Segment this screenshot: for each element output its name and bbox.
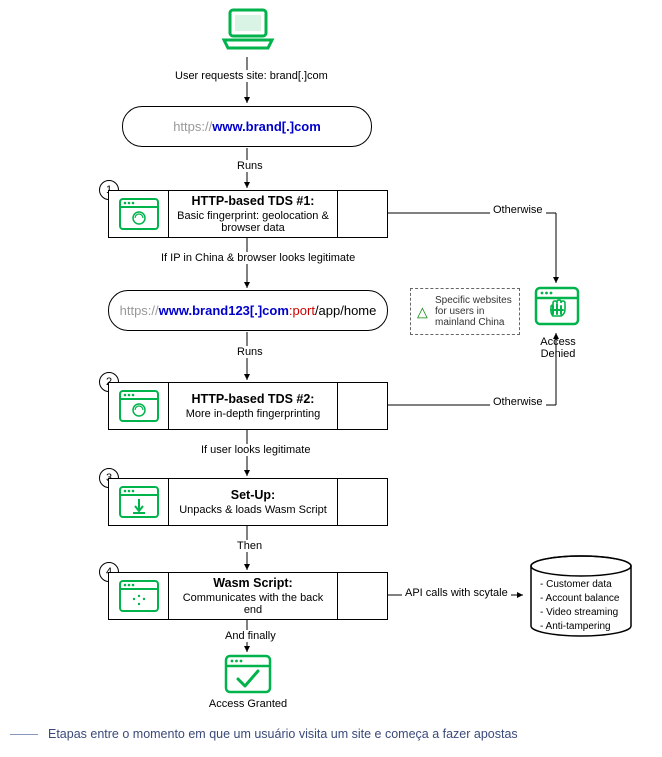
- stage-4-sub: Communicates with the back end: [177, 592, 329, 616]
- stage-2-icon-cell: [109, 383, 169, 429]
- stage-1-right: [337, 191, 387, 237]
- stage-1-title: HTTP-based TDS #1:: [177, 194, 329, 208]
- browser-fingerprint-icon: [118, 197, 160, 231]
- stage-3-title: Set-Up:: [177, 488, 329, 502]
- access-denied-icon: [534, 286, 580, 331]
- db-item-1: - Account balance: [540, 592, 620, 606]
- caption-text: Etapas entre o momento em que um usuário…: [48, 727, 518, 741]
- url2-port: :port: [289, 303, 315, 318]
- edge-label-otherwise-1: Otherwise: [490, 204, 546, 216]
- stage-4-icon-cell: [109, 573, 169, 619]
- url2-path: /app/home: [315, 303, 376, 318]
- warning-icon: △: [417, 303, 428, 320]
- caption-dash-icon: [10, 734, 38, 735]
- stage-3-right: [337, 479, 387, 525]
- browser-loading-icon: [118, 579, 160, 613]
- url1-main: www.brand[.]com: [212, 119, 321, 134]
- stage-1-sub: Basic fingerprint: geolocation & browser…: [177, 210, 329, 234]
- db-item-2: - Video streaming: [540, 606, 620, 620]
- laptop-icon: [220, 6, 276, 57]
- browser-fingerprint-icon: [118, 389, 160, 423]
- db-item-3: - Anti-tampering: [540, 620, 620, 634]
- edge-label-request: User requests site: brand[.]com: [172, 70, 331, 82]
- url-box-2: https://www.brand123[.]com:port/app/home: [108, 290, 388, 331]
- browser-download-icon: [118, 485, 160, 519]
- stage-4-title: Wasm Script:: [177, 576, 329, 590]
- flowchart-diagram: User requests site: brand[.]com https://…: [0, 0, 662, 715]
- edge-label-runs-1: Runs: [234, 160, 266, 172]
- stage-2-right: [337, 383, 387, 429]
- stage-3-icon-cell: [109, 479, 169, 525]
- edge-label-api: API calls with scytale: [402, 587, 511, 599]
- edge-label-runs-2: Runs: [234, 346, 266, 358]
- stage-2-title: HTTP-based TDS #2:: [177, 392, 329, 406]
- url-box-1: https://www.brand[.]com: [122, 106, 372, 147]
- access-granted-label: Access Granted: [208, 698, 288, 710]
- edge-label-ifchina: If IP in China & browser looks legitimat…: [158, 252, 358, 264]
- edge-label-legit: If user looks legitimate: [198, 444, 313, 456]
- stage-3-sub: Unpacks & loads Wasm Script: [177, 504, 329, 516]
- stage-2-sub: More in-depth fingerprinting: [177, 408, 329, 420]
- access-granted-icon: [224, 654, 272, 699]
- stage-3-box: Set-Up: Unpacks & loads Wasm Script: [108, 478, 388, 526]
- stage-1-icon-cell: [109, 191, 169, 237]
- edge-label-finally: And finally: [222, 630, 279, 642]
- stage-2-box: HTTP-based TDS #2: More in-depth fingerp…: [108, 382, 388, 430]
- access-denied-label: Access Denied: [522, 336, 594, 360]
- db-item-0: - Customer data: [540, 578, 620, 592]
- note-mainland-china: △ Specific websites for users in mainlan…: [410, 288, 520, 335]
- edge-label-then: Then: [234, 540, 265, 552]
- figure-caption: Etapas entre o momento em que um usuário…: [0, 715, 662, 757]
- url2-prefix: https://: [120, 303, 159, 318]
- edge-label-otherwise-2: Otherwise: [490, 396, 546, 408]
- database-content: - Customer data - Account balance - Vide…: [540, 578, 620, 634]
- note-text: Specific websites for users in mainland …: [435, 295, 512, 328]
- url1-prefix: https://: [173, 119, 212, 134]
- stage-4-right: [337, 573, 387, 619]
- stage-4-box: Wasm Script: Communicates with the back …: [108, 572, 388, 620]
- stage-1-box: HTTP-based TDS #1: Basic fingerprint: ge…: [108, 190, 388, 238]
- url2-host: www.brand123[.]com: [159, 303, 289, 318]
